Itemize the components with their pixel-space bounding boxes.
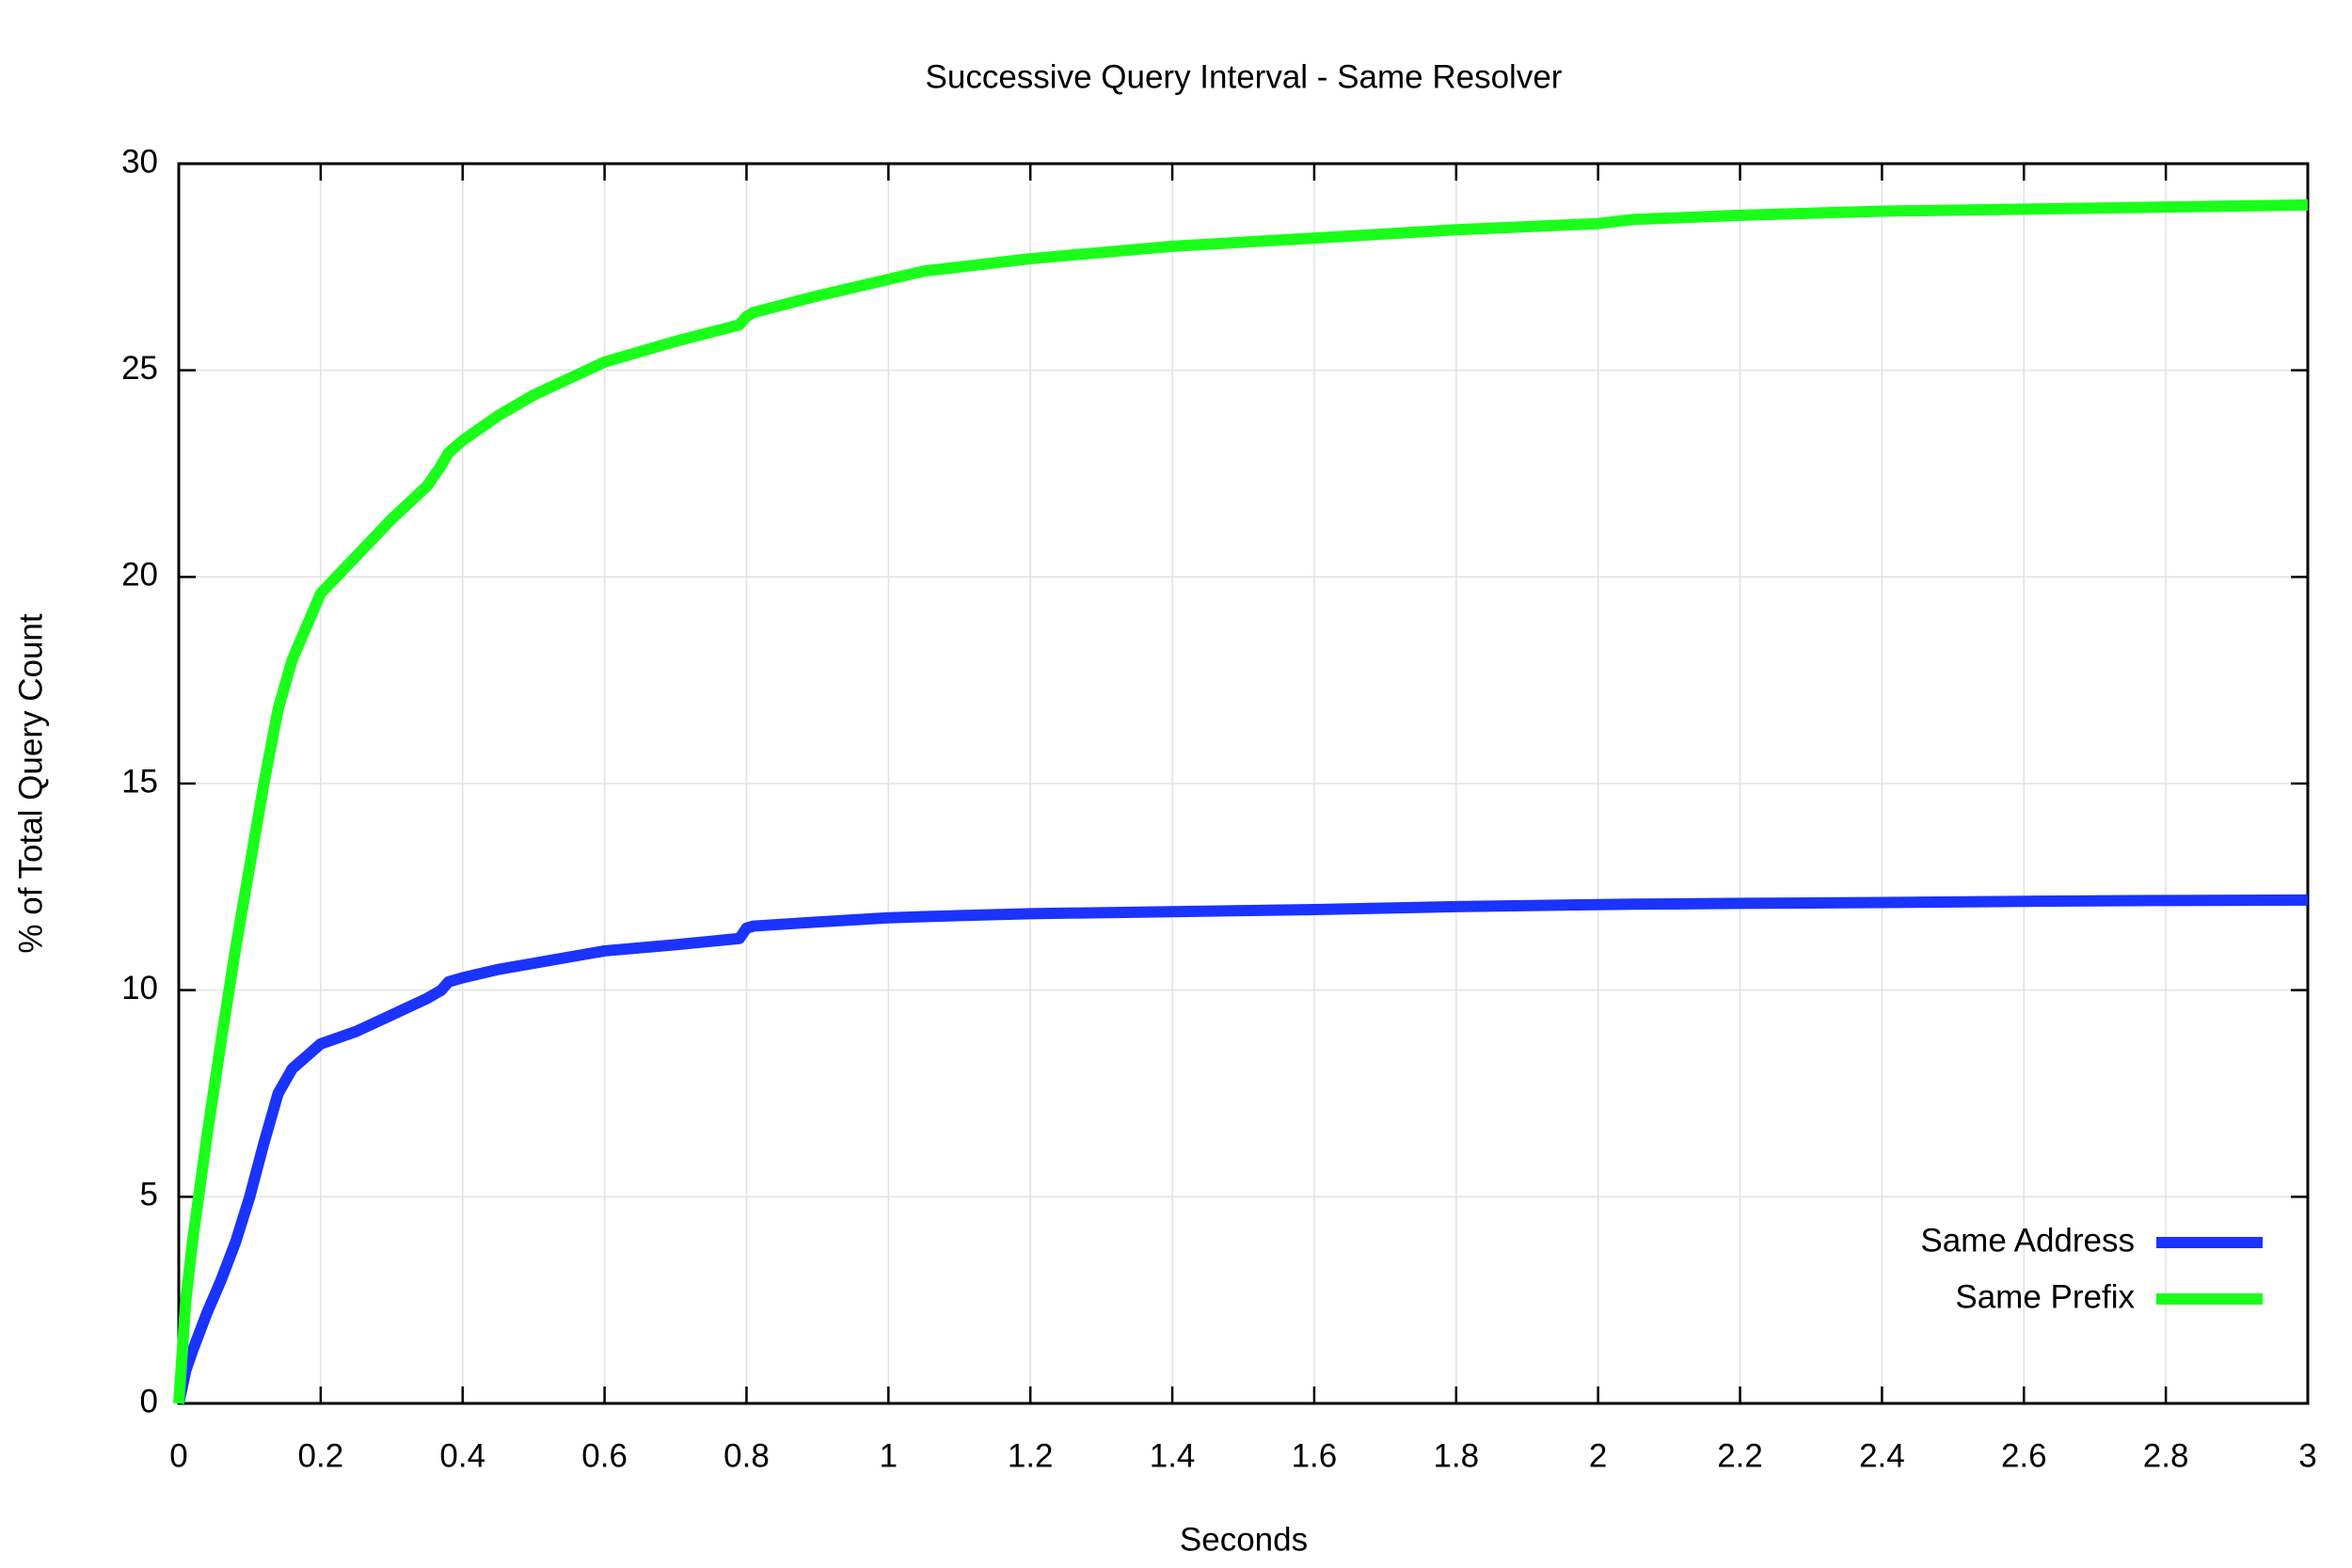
x-tick-label: 3 [2298,1437,2316,1474]
legend-label: Same Address [1920,1222,2135,1259]
y-tick-label: 30 [121,143,158,180]
x-tick-label: 1.2 [1008,1437,1054,1474]
x-tick-label: 1 [880,1437,898,1474]
y-tick-label: 10 [121,970,158,1006]
data-line [173,198,2309,1404]
x-tick-label: 0.4 [439,1437,485,1474]
plot-frame [177,162,2310,1405]
y-tick-label: 25 [121,350,158,387]
x-axis-label: Seconds [1180,1521,1308,1558]
chart-title: Successive Query Interval - Same Resolve… [926,58,1563,95]
x-tick-label: 2 [1589,1437,1607,1474]
x-tick-label: 1.8 [1433,1437,1479,1474]
x-tick-label: 0.8 [723,1437,770,1474]
legend-label: Same Prefix [1955,1278,2135,1315]
x-tick-label: 0.6 [581,1437,628,1474]
x-tick-label: 2.4 [1859,1437,1905,1474]
y-tick-label: 5 [140,1177,158,1213]
x-tick-label: 1.6 [1292,1437,1338,1474]
y-tick-label: 20 [121,557,158,594]
y-axis-label: % of Total Query Count [12,613,49,953]
y-tick-label: 15 [121,763,158,800]
x-tick-label: 1.4 [1150,1437,1196,1474]
x-tick-label: 2.6 [2001,1437,2047,1474]
x-tick-label: 0.2 [298,1437,344,1474]
x-tick-label: 2.2 [1717,1437,1763,1474]
data-line [173,894,2309,1405]
x-tick-label: 0 [169,1437,187,1474]
y-tick-label: 0 [140,1383,158,1419]
x-tick-label: 2.8 [2143,1437,2189,1474]
